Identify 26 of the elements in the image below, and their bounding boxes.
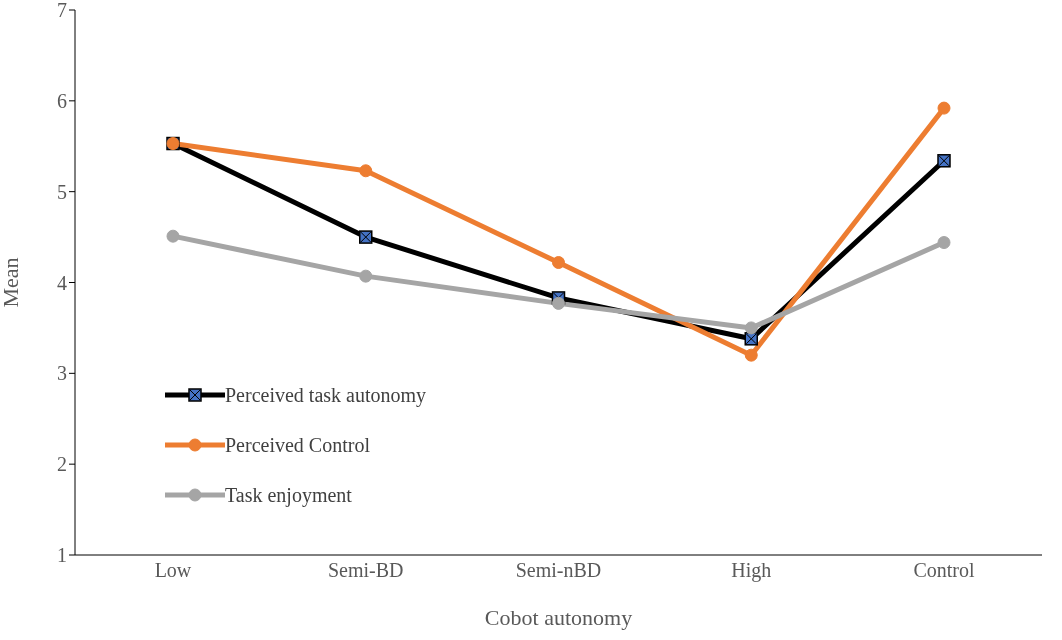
point (937, 101, 951, 115)
legend-label: Perceived Control (225, 433, 370, 457)
point (359, 164, 373, 178)
y-tick-label: 2 (57, 453, 67, 476)
x-tick-label: Semi-BD (327, 559, 404, 582)
x-tick-label: High (731, 559, 772, 583)
y-tick-label: 6 (57, 89, 67, 112)
point (359, 269, 373, 283)
y-tick-label: 5 (57, 180, 67, 203)
point (552, 296, 565, 310)
y-tick-label: 3 (57, 362, 67, 385)
legend-label: Task enjoyment (225, 483, 352, 507)
point (552, 256, 565, 270)
legend-label: Perceived task autonomy (225, 383, 427, 407)
x-tick-label: Control (913, 559, 975, 582)
y-tick-label: 1 (57, 544, 67, 567)
y-tick-label: 7 (57, 0, 67, 22)
point (744, 321, 758, 335)
x-tick-label: Semi-nBD (515, 559, 602, 582)
point (744, 348, 758, 362)
y-tick-label: 4 (57, 271, 67, 294)
x-axis-title: Cobot autonomy (484, 605, 633, 630)
point (166, 229, 180, 243)
point (937, 236, 951, 250)
x-tick-label: Low (154, 559, 192, 582)
y-axis-title: Mean (0, 257, 23, 308)
